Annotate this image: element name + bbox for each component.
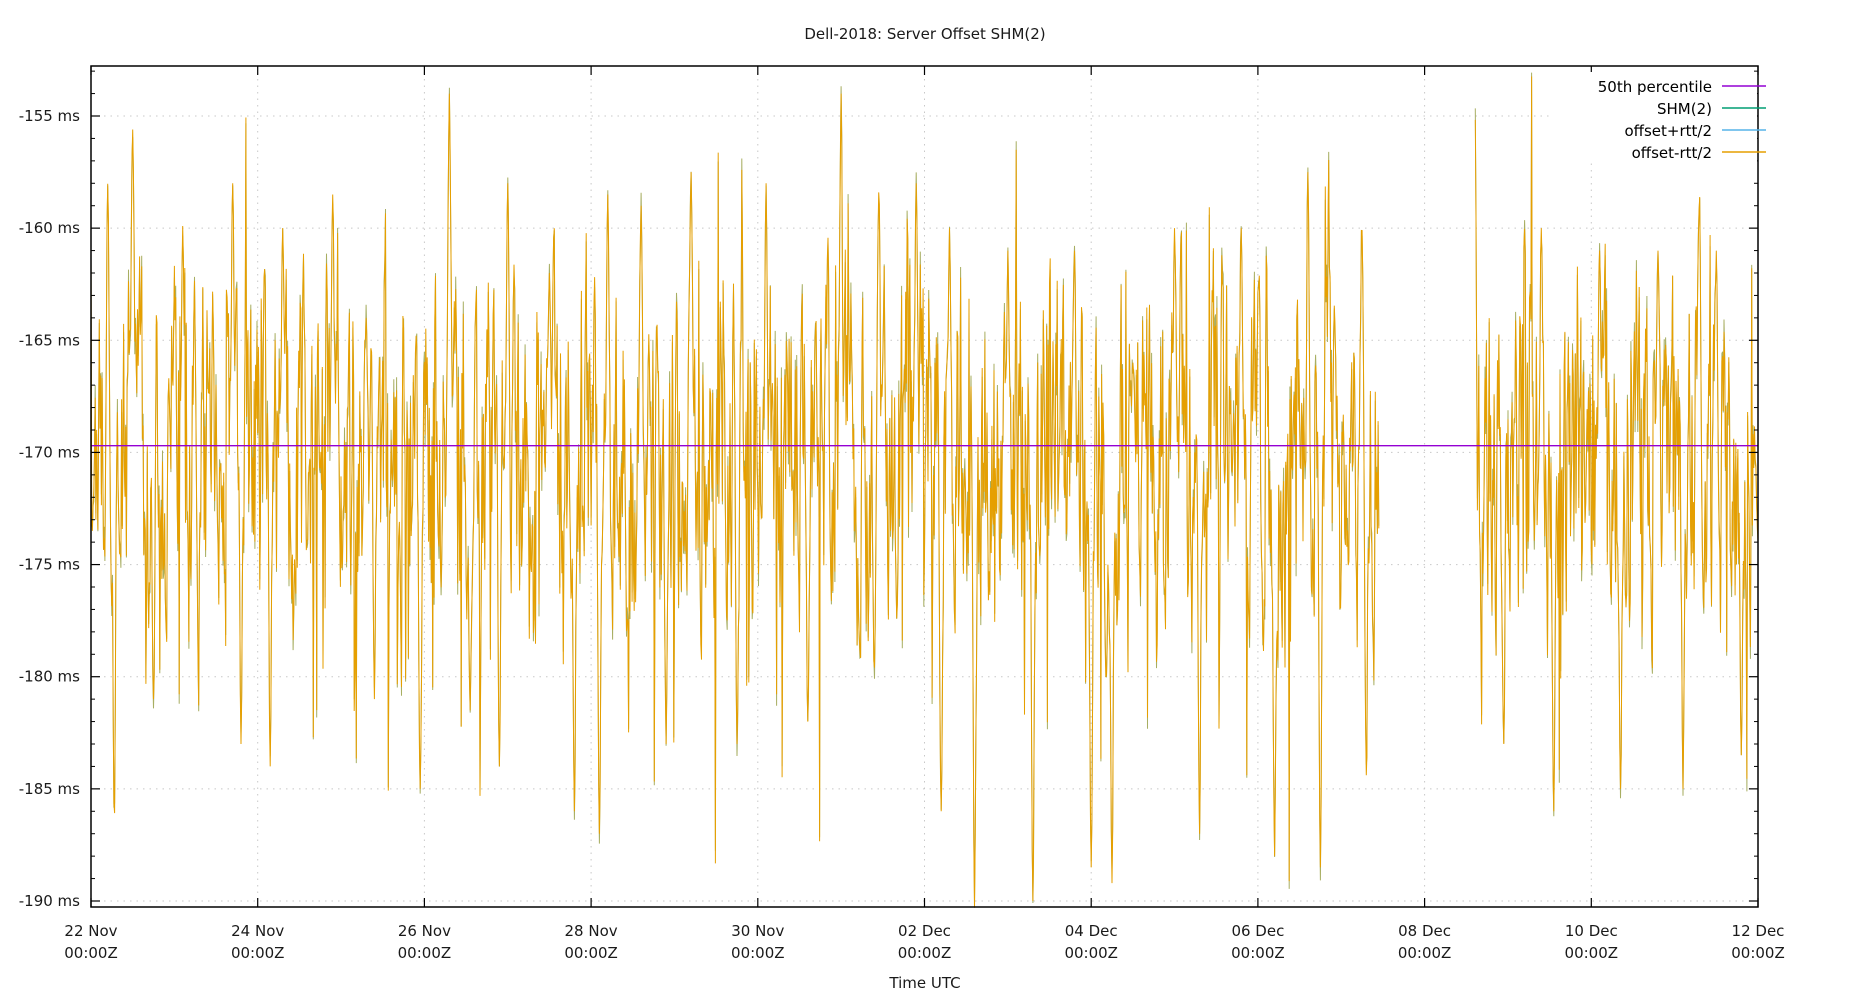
x-tick-label-date: 26 Nov	[398, 922, 451, 940]
x-tick-label-time: 00:00Z	[1565, 944, 1619, 962]
legend-label: offset-rtt/2	[1632, 144, 1712, 162]
legend: 50th percentile SHM(2) offset+rtt/2 offs…	[1575, 72, 1766, 162]
x-axis-title: Time UTC	[888, 974, 960, 992]
legend-item-50th-percentile: 50th percentile	[1598, 78, 1766, 96]
x-tick-label-date: 10 Dec	[1565, 922, 1618, 940]
y-tick-label: -165 ms	[19, 331, 80, 349]
legend-item-shm2: SHM(2)	[1657, 100, 1766, 118]
x-tick-label-time: 00:00Z	[1231, 944, 1285, 962]
x-tick-label-time: 00:00Z	[731, 944, 785, 962]
x-tick-label-date: 24 Nov	[231, 922, 284, 940]
x-tick-label-time: 00:00Z	[1398, 944, 1452, 962]
x-tick-label-date: 02 Dec	[898, 922, 951, 940]
legend-label: offset+rtt/2	[1624, 122, 1712, 140]
x-axis: 22 Nov 00:00Z 24 Nov 00:00Z 26 Nov 00:00Z 28 N…	[64, 66, 1785, 962]
y-tick-label: -180 ms	[19, 668, 80, 686]
x-tick-label-date: 28 Nov	[565, 922, 618, 940]
x-tick-label-date: 22 Nov	[64, 922, 117, 940]
chart-title: Dell-2018: Server Offset SHM(2)	[804, 25, 1045, 43]
y-tick-label: -185 ms	[19, 780, 80, 798]
series-offset-minus-rtt	[90, 76, 1759, 908]
y-tick-label: -155 ms	[19, 107, 80, 125]
legend-background	[1575, 72, 1757, 162]
x-tick-label-time: 00:00Z	[398, 944, 452, 962]
legend-label: 50th percentile	[1598, 78, 1712, 96]
x-tick-label-time: 00:00Z	[898, 944, 952, 962]
x-tick-label-date: 08 Dec	[1398, 922, 1451, 940]
legend-item-offset-minus-rtt: offset-rtt/2	[1632, 144, 1766, 162]
x-tick-label-time: 00:00Z	[64, 944, 118, 962]
y-tick-label: -190 ms	[19, 892, 80, 910]
x-tick-label-date: 12 Dec	[1732, 922, 1785, 940]
plot-area	[90, 72, 1759, 908]
legend-label: SHM(2)	[1657, 100, 1712, 118]
x-tick-label-date: 04 Dec	[1065, 922, 1118, 940]
x-tick-label-time: 00:00Z	[564, 944, 618, 962]
legend-item-offset-plus-rtt: offset+rtt/2	[1624, 122, 1766, 140]
y-tick-label: -170 ms	[19, 443, 80, 461]
y-tick-label: -160 ms	[19, 219, 80, 237]
y-axis: -155 ms -160 ms -165 ms -170 ms -175 ms -180 …	[19, 70, 1758, 910]
x-tick-label-date: 06 Dec	[1231, 922, 1284, 940]
x-tick-label-time: 00:00Z	[1731, 944, 1785, 962]
x-tick-label-time: 00:00Z	[1064, 944, 1118, 962]
x-tick-label-time: 00:00Z	[231, 944, 285, 962]
x-tick-label-date: 30 Nov	[731, 922, 784, 940]
y-tick-label: -175 ms	[19, 556, 80, 574]
